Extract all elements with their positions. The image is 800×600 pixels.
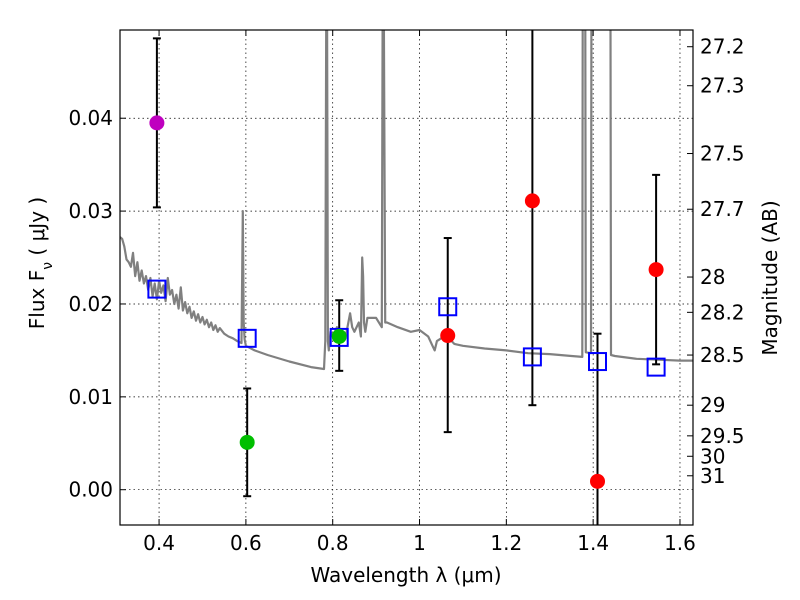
x-tick-label: 0.4 [143,531,175,555]
x-tick-label: 1.4 [577,531,609,555]
model-square [237,328,257,348]
y-tick-label: 0.04 [68,106,113,130]
x-tick-label: 0.8 [317,531,349,555]
right-tick-label: 28.5 [700,343,745,367]
y-tick-label: 0.01 [68,385,113,409]
model-square [522,347,542,367]
right-tick-label: 29.5 [700,424,745,448]
observed-point-layer [149,115,664,489]
observed-point [331,328,347,344]
sed-model-layer [120,30,693,371]
x-axis-label: Wavelength λ (μm) [310,563,501,587]
sed-model-line [120,30,693,371]
tick-layer: 0.4 0.6 0.8 1 1.2 1.4 1.6 0.00 0.01 0.02 0.03 0.04 2… [68,30,745,555]
y-tick-label: 0.02 [68,292,113,316]
observed-point [590,473,605,489]
x-tick-label: 1.6 [664,531,696,555]
plot-frame [119,29,694,526]
right-tick-label: 29 [700,393,725,417]
right-tick-label: 30 [700,444,725,468]
right-tick-label: 27.7 [700,197,745,221]
y-axis-label: Flux Fν ( μJy ) [25,197,56,329]
right-tick-label: 28 [700,265,725,289]
grid [120,30,693,525]
model-square [588,352,607,372]
y-axis-right-label: Magnitude (AB) [758,200,782,355]
observed-point [239,434,255,450]
right-tick-label: 31 [700,464,725,488]
model-square-layer [147,279,666,377]
right-tick-label: 27.3 [700,74,745,98]
right-tick-label: 27.2 [700,35,745,59]
y-tick-label: 0.03 [68,199,113,223]
y-tick-label: 0.00 [68,478,113,502]
x-tick-label: 1.2 [490,531,522,555]
right-tick-label: 27.5 [700,142,745,166]
model-square [646,357,666,377]
x-tick-label: 1 [413,531,426,555]
errorbar-layer [152,30,661,525]
x-tick-label: 0.6 [230,531,262,555]
observed-point [648,262,664,278]
model-square [329,327,349,347]
observed-point [440,328,456,344]
right-tick-label: 28.2 [700,300,745,324]
model-square [438,297,458,317]
observed-point [149,115,165,131]
model-square [147,279,167,299]
observed-point [524,193,540,209]
